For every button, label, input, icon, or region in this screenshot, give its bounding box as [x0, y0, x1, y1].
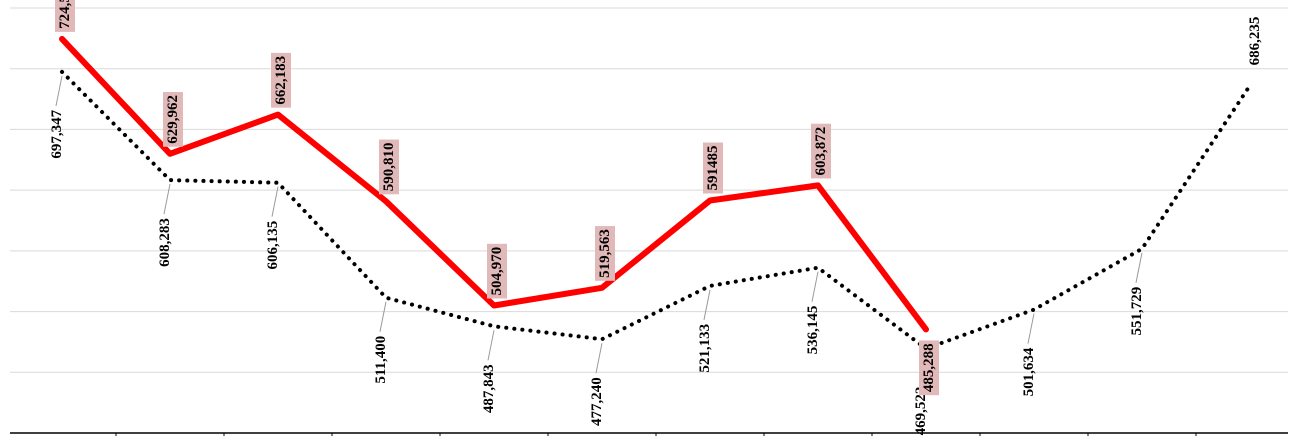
data-label-solid: 590,810: [381, 143, 397, 192]
leader-line: [1027, 313, 1035, 344]
data-label-solid-group: 504,970: [487, 243, 507, 299]
data-label-dotted: 686,235: [1247, 17, 1263, 66]
series-layer: [59, 35, 1252, 351]
data-label-dotted: 551,729: [1129, 287, 1145, 336]
data-label-dotted-group: 536,145: [805, 306, 821, 355]
leader-line: [703, 289, 711, 321]
data-label-solid-box: [271, 52, 291, 108]
data-label-solid-group: 485,288: [919, 340, 939, 396]
data-label-dotted: 487,843: [481, 364, 497, 413]
data-label-dotted-group: 697,347: [49, 109, 65, 158]
data-label-dotted: 697,347: [49, 109, 65, 158]
data-label-solid-box: [811, 123, 831, 179]
data-label-solid: 519,563: [597, 229, 613, 278]
data-label-solid: 603,872: [813, 127, 829, 176]
data-label-solid-group: 591485: [703, 142, 723, 194]
data-label-solid-group: 629,962: [163, 92, 183, 147]
data-label-dotted-group: 608,283: [157, 218, 173, 267]
gridlines: [10, 7, 1288, 373]
leader-line: [595, 343, 603, 374]
data-label-dotted-group: 501,634: [1021, 347, 1037, 396]
data-label-dotted-group: 551,729: [1129, 287, 1145, 336]
data-label-dotted: 606,135: [265, 221, 281, 270]
data-label-solid: 485,288: [921, 343, 937, 392]
data-label-dotted: 469,522: [913, 387, 929, 436]
data-label-solid-group: 590,810: [379, 139, 399, 195]
data-label-solid: 629,962: [165, 95, 181, 144]
series-dotted-line: [60, 69, 1252, 351]
leader-line: [163, 183, 171, 215]
data-label-dotted-group: 521,133: [697, 324, 713, 373]
series-solid-line: [59, 35, 929, 333]
leader-line: [811, 271, 819, 302]
data-label-solid: 504,970: [489, 247, 505, 296]
data-label-dotted: 501,634: [1021, 347, 1037, 396]
x-axis: [10, 432, 1288, 436]
data-label-solid: 724,554: [57, 0, 73, 29]
data-label-dotted-group: 477,240: [589, 377, 605, 426]
data-label-solid-box: [163, 92, 183, 147]
data-label-dotted-group: 606,135: [265, 221, 281, 270]
data-label-solid-group: 724,554: [55, 0, 75, 32]
data-label-dotted: 608,283: [157, 218, 173, 267]
data-label-dotted-group: 487,843: [481, 364, 497, 413]
data-label-solid-box: [379, 139, 399, 195]
data-label-solid-group: 662,183: [271, 52, 291, 108]
leader-line: [1135, 252, 1143, 283]
data-label-dotted: 477,240: [589, 377, 605, 426]
leader-line: [271, 186, 279, 217]
data-label-dotted: 521,133: [697, 324, 713, 373]
data-label-dotted-group: 469,522: [913, 387, 929, 436]
data-label-solid-box: [703, 142, 723, 194]
data-label-solid-box: [919, 340, 939, 396]
data-label-solid: 591485: [705, 145, 721, 190]
data-label-solid-box: [595, 226, 615, 281]
data-label-solid-box: [55, 0, 75, 32]
data-label-solid-box: [487, 243, 507, 299]
data-labels-layer: 697,347 608,283 606,135 511,400 487,843 477,2…: [49, 0, 1263, 435]
data-label-solid-group: 603,872: [811, 123, 831, 179]
leader-line: [379, 301, 387, 332]
data-label-dotted-group: 511,400: [373, 336, 389, 384]
leader-line: [487, 330, 495, 361]
leader-line: [55, 75, 63, 107]
data-label-solid-group: 519,563: [595, 226, 615, 281]
data-label-dotted: 511,400: [373, 336, 389, 384]
data-label-dotted-group: 686,235: [1247, 17, 1263, 66]
data-label-solid: 662,183: [273, 56, 289, 105]
data-label-dotted: 536,145: [805, 306, 821, 355]
